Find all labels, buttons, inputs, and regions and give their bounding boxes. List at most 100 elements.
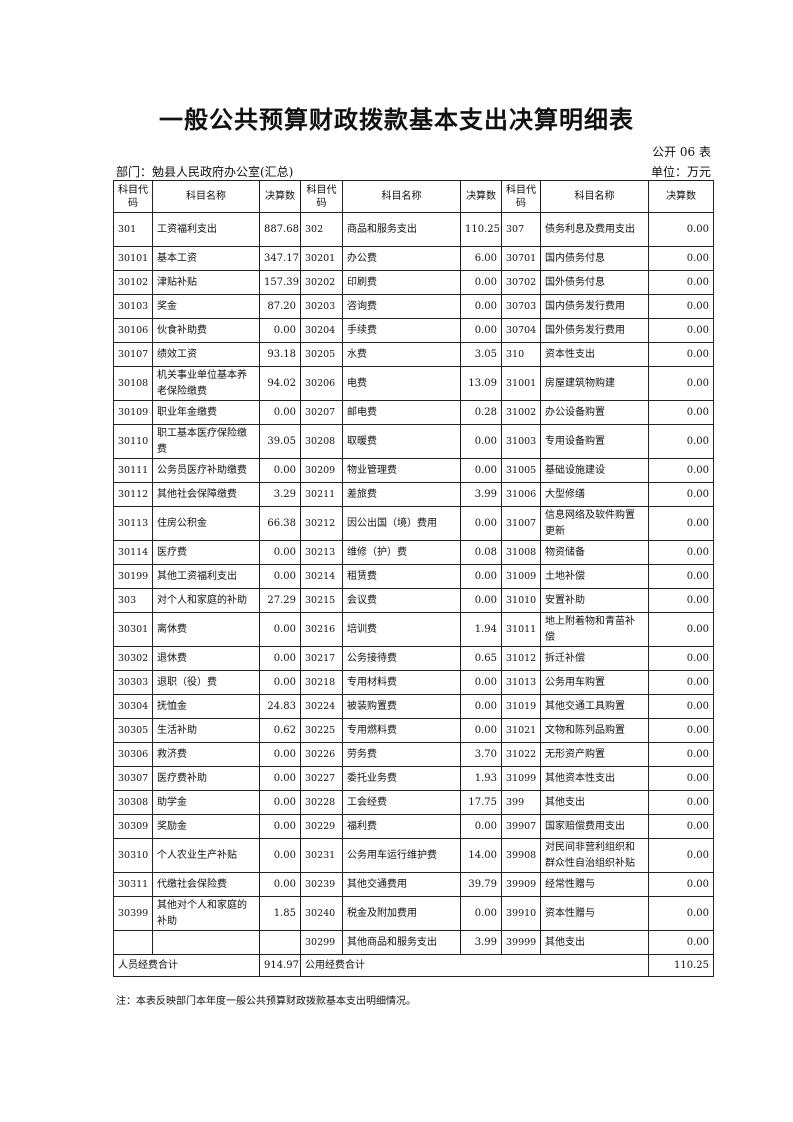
cell-amount: 0.00 xyxy=(259,458,301,483)
cell-amount: 0.00 xyxy=(259,400,301,425)
table-row: 30307 医疗费补助 0.00 30227 委托业务费 1.93 31099 其他资本性支出… xyxy=(113,766,714,791)
table-row: 301 工资福利支出 887.68 302 商品和服务支出 110.25 307 债务利息及费… xyxy=(113,212,714,247)
cell-amount: 0.00 xyxy=(460,458,502,483)
cell-code xyxy=(113,930,153,955)
cell-amount: 0.00 xyxy=(648,212,714,247)
form-number: 公开 06 表 xyxy=(652,145,711,159)
cell-name: 医疗费补助 xyxy=(152,766,260,791)
cell-amount: 0.00 xyxy=(259,612,301,647)
cell-code: 30211 xyxy=(300,482,343,507)
cell-amount: 0.00 xyxy=(648,294,714,319)
cell-code: 39908 xyxy=(501,838,541,873)
cell-name: 印刷费 xyxy=(342,270,461,295)
cell-name: 对民间非营利组织和群众性自治组织补贴 xyxy=(540,838,649,873)
cell-amount: 157.39 xyxy=(259,270,301,295)
header-code: 科目代码 xyxy=(501,180,541,213)
cell-amount: 0.00 xyxy=(648,742,714,767)
cell-name: 代缴社会保险费 xyxy=(152,872,260,897)
cell-name: 国外债务发行费用 xyxy=(540,318,649,343)
cell-amount: 0.00 xyxy=(259,814,301,839)
table-row: 30107 绩效工资 93.18 30205 水费 3.05 310 资本性支出 0.00 xyxy=(113,342,714,367)
cell-code: 30310 xyxy=(113,838,153,873)
cell-amount: 0.00 xyxy=(648,790,714,815)
cell-amount: 3.29 xyxy=(259,482,301,507)
cell-code: 301 xyxy=(113,212,153,247)
cell-name: 土地补偿 xyxy=(540,564,649,589)
table-row: 30305 生活补助 0.62 30225 专用燃料费 0.00 31021 文物和陈列品购置… xyxy=(113,718,714,743)
table-row: 30113 住房公积金 66.38 30212 因公出国（境）费用 0.00 31007 信息… xyxy=(113,506,714,541)
cell-code: 30213 xyxy=(300,540,343,565)
cell-code: 30225 xyxy=(300,718,343,743)
cell-amount: 0.00 xyxy=(460,694,502,719)
cell-amount: 0.00 xyxy=(460,318,502,343)
cell-amount: 0.00 xyxy=(648,400,714,425)
cell-code: 30217 xyxy=(300,646,343,671)
header-amount: 决算数 xyxy=(259,180,301,213)
cell-code: 31012 xyxy=(501,646,541,671)
cell-amount: 0.00 xyxy=(648,342,714,367)
cell-code: 310 xyxy=(501,342,541,367)
cell-amount: 0.62 xyxy=(259,718,301,743)
cell-name: 公务员医疗补助缴费 xyxy=(152,458,260,483)
cell-code: 30240 xyxy=(300,896,343,931)
public-total-label: 公用经费合计 xyxy=(300,954,649,977)
cell-name: 工会经费 xyxy=(342,790,461,815)
cell-code: 30216 xyxy=(300,612,343,647)
cell-amount: 0.00 xyxy=(648,646,714,671)
cell-code: 30231 xyxy=(300,838,343,873)
cell-code: 30704 xyxy=(501,318,541,343)
cell-code: 31007 xyxy=(501,506,541,541)
cell-name: 办公费 xyxy=(342,246,461,271)
table-row: 30108 机关事业单位基本养老保险缴费 94.02 30206 电费 13.09 3100… xyxy=(113,366,714,401)
header-name: 科目名称 xyxy=(152,180,260,213)
cell-code: 30106 xyxy=(113,318,153,343)
cell-code: 30227 xyxy=(300,766,343,791)
cell-name: 公务接待费 xyxy=(342,646,461,671)
cell-name: 其他对个人和家庭的补助 xyxy=(152,896,260,931)
cell-code: 31010 xyxy=(501,588,541,613)
cell-name: 工资福利支出 xyxy=(152,212,260,247)
cell-amount: 0.00 xyxy=(460,294,502,319)
header-amount: 决算数 xyxy=(460,180,502,213)
table-row: 30304 抚恤金 24.83 30224 被装购置费 0.00 31019 其他交通工具购置… xyxy=(113,694,714,719)
cell-name: 其他交通费用 xyxy=(342,872,461,897)
cell-amount: 0.00 xyxy=(460,670,502,695)
cell-code: 31001 xyxy=(501,366,541,401)
cell-code: 31009 xyxy=(501,564,541,589)
cell-code: 31019 xyxy=(501,694,541,719)
cell-name: 会议费 xyxy=(342,588,461,613)
cell-amount: 0.00 xyxy=(460,718,502,743)
cell-name: 维修（护）费 xyxy=(342,540,461,565)
cell-amount: 0.00 xyxy=(259,318,301,343)
cell-name xyxy=(152,930,260,955)
cell-code: 30239 xyxy=(300,872,343,897)
cell-code: 30226 xyxy=(300,742,343,767)
cell-amount: 0.00 xyxy=(648,564,714,589)
cell-amount: 94.02 xyxy=(259,366,301,401)
cell-name: 奖金 xyxy=(152,294,260,319)
cell-amount: 14.00 xyxy=(460,838,502,873)
cell-amount: 0.00 xyxy=(648,896,714,931)
cell-name: 租赁费 xyxy=(342,564,461,589)
table-row: 30306 救济费 0.00 30226 劳务费 3.70 31022 无形资产购置 0.00 xyxy=(113,742,714,767)
cell-name: 被装购置费 xyxy=(342,694,461,719)
cell-code: 30111 xyxy=(113,458,153,483)
cell-amount: 0.00 xyxy=(460,270,502,295)
table-row: 30114 医疗费 0.00 30213 维修（护）费 0.08 31008 物资储备 0.00 xyxy=(113,540,714,565)
cell-name: 文物和陈列品购置 xyxy=(540,718,649,743)
cell-code: 39910 xyxy=(501,896,541,931)
footnote: 注：本表反映部门本年度一般公共预算财政拨款基本支出明细情况。 xyxy=(116,996,416,1007)
header-name: 科目名称 xyxy=(342,180,461,213)
cell-amount: 110.25 xyxy=(460,212,502,247)
table-row: 30111 公务员医疗补助缴费 0.00 30209 物业管理费 0.00 31005 基础设… xyxy=(113,458,714,483)
cell-amount: 0.28 xyxy=(460,400,502,425)
cell-code: 30224 xyxy=(300,694,343,719)
personnel-total-value: 914.97 xyxy=(259,954,301,977)
cell-amount: 0.00 xyxy=(259,872,301,897)
cell-name: 退休费 xyxy=(152,646,260,671)
cell-code: 30399 xyxy=(113,896,153,931)
unit-label: 单位：万元 xyxy=(650,165,711,179)
cell-code: 30214 xyxy=(300,564,343,589)
cell-code: 307 xyxy=(501,212,541,247)
cell-code: 30208 xyxy=(300,424,343,459)
